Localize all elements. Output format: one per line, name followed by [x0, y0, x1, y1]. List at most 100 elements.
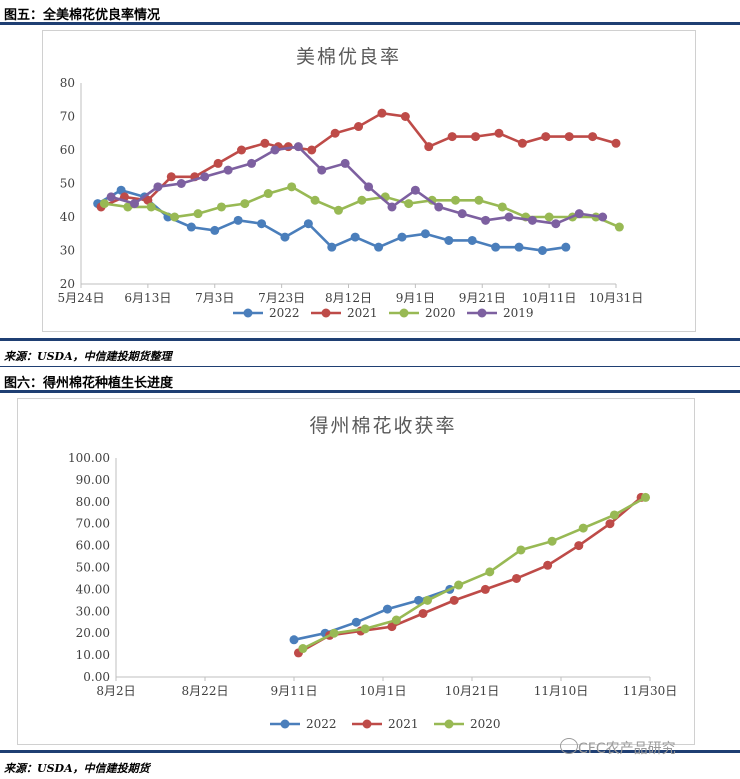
- data-point-2021: [447, 132, 457, 142]
- legend-label-2020: 2020: [425, 306, 456, 320]
- data-point-2019: [457, 209, 467, 219]
- data-point-2021: [588, 132, 598, 142]
- data-point-2021: [543, 560, 553, 570]
- x-tick-label: 7月3日: [195, 291, 234, 305]
- data-point-2019: [481, 215, 491, 225]
- x-tick-label: 11月10日: [534, 684, 589, 698]
- y-tick-label: 0.00: [83, 670, 110, 684]
- data-point-2020: [404, 199, 414, 209]
- data-point-2021: [517, 138, 527, 148]
- x-tick-label: 6月13日: [124, 291, 171, 305]
- y-tick-label: 50.00: [76, 561, 110, 575]
- figure-5-label: 图五：全美棉花优良率情况: [4, 8, 161, 23]
- data-point-2022: [210, 225, 220, 235]
- data-point-2022: [537, 246, 547, 255]
- data-point-2021: [574, 541, 584, 551]
- data-point-2021: [449, 595, 459, 605]
- data-point-2020: [391, 615, 401, 625]
- data-point-2022: [350, 232, 360, 242]
- wechat-icon: [560, 738, 578, 754]
- data-point-2022: [303, 219, 313, 229]
- chart-title: 得州棉花收获率: [309, 415, 456, 437]
- data-point-2020: [474, 195, 484, 205]
- series-line-2021: [297, 496, 642, 655]
- y-tick-label: 100.00: [68, 451, 110, 465]
- x-tick-label: 11月30日: [623, 684, 678, 698]
- data-point-2021: [424, 142, 434, 152]
- data-point-2019: [527, 215, 537, 225]
- data-point-2021: [143, 195, 153, 205]
- data-point-2020: [578, 523, 588, 533]
- y-tick-label: 20.00: [76, 626, 110, 640]
- series-line-2020: [302, 496, 647, 650]
- data-point-2020: [516, 545, 526, 555]
- y-tick-label: 40.00: [76, 582, 110, 596]
- data-point-2020: [216, 202, 226, 212]
- data-point-2020: [614, 222, 624, 232]
- source-note-1: 来源：USDA，中信建投期货整理: [4, 350, 172, 363]
- data-point-2022: [382, 604, 392, 614]
- data-point-2022: [444, 235, 454, 245]
- x-tick-label: 9月11日: [271, 684, 318, 698]
- legend-marker-2022: [280, 719, 290, 729]
- data-point-2019: [317, 165, 327, 175]
- x-tick-label: 10月21日: [445, 684, 500, 698]
- chart-title: 美棉优良率: [296, 46, 401, 68]
- data-point-2020: [485, 567, 495, 577]
- data-point-2022: [414, 595, 424, 605]
- data-point-2021: [494, 128, 504, 138]
- legend-marker-2022: [243, 308, 253, 318]
- source-note-2: 来源：USDA，中信建投期货: [4, 762, 150, 775]
- divider-rule: [0, 366, 740, 367]
- data-point-2021: [512, 573, 521, 583]
- data-point-2019: [270, 145, 280, 155]
- data-point-2019: [340, 158, 350, 168]
- legend-label-2021: 2021: [347, 306, 378, 320]
- data-point-2021: [418, 608, 428, 618]
- x-tick-label: 8月2日: [96, 684, 135, 698]
- y-tick-label: 40: [60, 210, 75, 224]
- data-point-2020: [451, 195, 460, 205]
- y-tick-label: 60.00: [76, 539, 110, 553]
- data-point-2022: [514, 242, 524, 252]
- legend-label-2020: 2020: [470, 717, 501, 731]
- data-point-2021: [260, 138, 270, 148]
- legend-label-2021: 2021: [388, 717, 419, 731]
- y-tick-label: 30.00: [76, 604, 110, 618]
- data-point-2022: [397, 232, 407, 242]
- x-tick-label: 9月1日: [396, 291, 435, 305]
- data-point-2019: [504, 212, 514, 222]
- data-point-2019: [200, 172, 210, 182]
- data-point-2021: [480, 584, 490, 594]
- data-point-2020: [287, 182, 297, 192]
- data-point-2021: [330, 128, 340, 138]
- data-point-2021: [387, 622, 397, 632]
- y-tick-label: 80.00: [76, 495, 110, 509]
- chart-1-frame: 美棉优良率 20 30 40 50 60 70 80 5月24日 6月13日 7月3日 7月23日 8月…: [42, 30, 696, 332]
- data-point-2021: [354, 122, 364, 132]
- y-tick-label: 70.00: [76, 517, 110, 531]
- data-point-2019: [106, 192, 116, 202]
- y-tick-label: 60: [60, 143, 75, 157]
- x-tick-label: 9月21日: [459, 291, 506, 305]
- x-tick-label: 10月31日: [589, 291, 644, 305]
- legend-marker-2021: [362, 719, 372, 729]
- data-point-2020: [547, 536, 557, 546]
- data-point-2021: [471, 132, 481, 142]
- data-point-2019: [387, 202, 397, 212]
- data-point-2019: [364, 182, 374, 192]
- data-point-2020: [193, 209, 203, 219]
- x-tick-label: 8月12日: [325, 291, 372, 305]
- data-point-2022: [561, 242, 571, 252]
- data-point-2019: [223, 165, 233, 175]
- data-point-2022: [280, 232, 290, 242]
- data-point-2020: [423, 595, 432, 605]
- data-point-2019: [153, 182, 163, 192]
- data-point-2022: [351, 617, 361, 627]
- data-point-2020: [641, 492, 651, 502]
- legend-marker-2019: [477, 308, 487, 318]
- data-point-2022: [257, 219, 267, 229]
- x-tick-label: 7月23日: [258, 291, 305, 305]
- figure-6-label: 图六：得州棉花种植生长进度: [4, 376, 174, 391]
- data-point-2019: [574, 209, 584, 219]
